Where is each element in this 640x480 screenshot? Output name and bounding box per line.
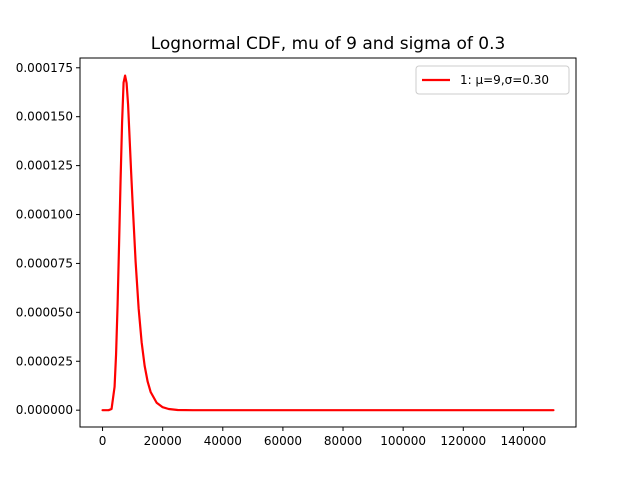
y-tick-label: 0.000100 — [16, 208, 73, 222]
x-tick-label: 140000 — [500, 434, 546, 448]
y-tick-label: 0.000175 — [16, 61, 73, 75]
axes: 0 20000 40000 60000 80000 100000 120000 140000 0… — [16, 57, 577, 448]
y-tick-label: 0.000050 — [16, 305, 73, 319]
legend: 1: μ=9,σ=0.30 — [415, 65, 570, 95]
chart-title: Lognormal CDF, mu of 9 and sigma of 0.3 — [151, 34, 506, 54]
legend-box — [415, 65, 570, 95]
y-tick-label: 0.000075 — [16, 256, 73, 270]
x-tick-label: 100000 — [380, 434, 426, 448]
y-tick-label: 0.000025 — [16, 354, 73, 368]
x-tick-label: 80000 — [324, 434, 362, 448]
plot-area — [101, 74, 555, 412]
y-tick-label: 0.000000 — [16, 403, 73, 417]
series-line-0 — [101, 74, 555, 412]
axes-frame — [79, 57, 577, 428]
x-tick-label: 40000 — [204, 434, 242, 448]
x-tick-label: 20000 — [144, 434, 182, 448]
x-tick-label: 120000 — [440, 434, 486, 448]
legend-label: 1: μ=9,σ=0.30 — [460, 73, 549, 87]
y-tick-label: 0.000125 — [16, 159, 73, 173]
x-tick-label: 60000 — [264, 434, 302, 448]
y-tick-label: 0.000150 — [16, 110, 73, 124]
x-tick-label: 0 — [99, 434, 107, 448]
